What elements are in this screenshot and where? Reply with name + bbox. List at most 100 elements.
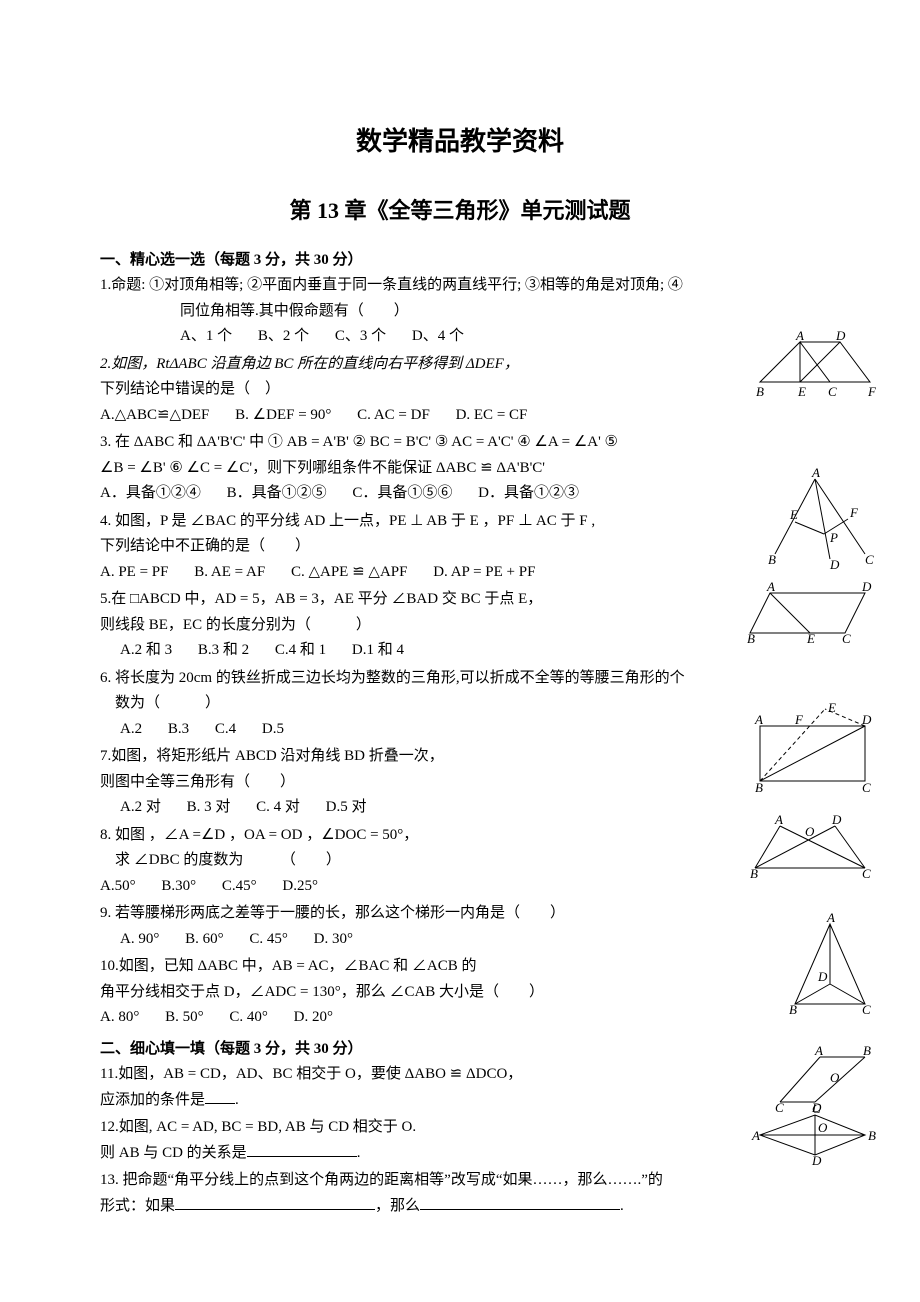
q4-opt-b: B. AE = AF [194,564,265,580]
q5-opt-d: D.1 和 4 [352,642,404,658]
q13-blank2 [420,1194,620,1210]
svg-text:C: C [842,631,851,646]
q9-options: A. 90° B. 60° C. 45° D. 30° [100,927,820,953]
q7-opt-d: D.5 对 [326,799,367,815]
q12-line1: 12.如图, AC = AD, BC = BD, AB 与 CD 相交于 O. [100,1115,820,1141]
question-13: 13. 把命题“角平分线上的点到这个角两边的距离相等”改写成“如果……，那么……… [100,1168,820,1219]
svg-text:B: B [768,552,776,567]
svg-text:E: E [797,384,806,399]
svg-text:D: D [835,328,846,343]
q1-opt-d: D、4 个 [412,328,464,344]
q6-opt-b: B.3 [168,721,189,737]
q7-opt-c: C. 4 对 [256,799,300,815]
svg-text:B: B [750,866,758,881]
question-5: AD BEC 5.在 □ABCD 中，AD = 5，AB = 3，AE 平分 ∠… [100,587,820,664]
q7-line2: 则图中全等三角形有（ ） [100,770,820,796]
question-8: AD O BC 8. 如图 ，∠A =∠D ，OA = OD ，∠DOC = 5… [100,823,820,900]
question-1: 1.命题: ①对顶角相等; ②平面内垂直于同一条直线的两直线平行; ③相等的角是… [100,273,820,350]
svg-text:C: C [862,1002,871,1017]
q4-opt-a: A. PE = PF [100,564,168,580]
q7-options: A.2 对 B. 3 对 C. 4 对 D.5 对 [100,795,820,821]
q3-opt-c: C．具备①⑤⑥ [352,485,452,501]
q6-opt-a: A.2 [120,721,142,737]
q7-diagram: AFD E BC [750,704,880,799]
q7-line1: 7.如图，将矩形纸片 ABCD 沿对角线 BD 折叠一次， [100,744,820,770]
question-7: AFD E BC 7.如图，将矩形纸片 ABCD 沿对角线 BD 折叠一次， 则… [100,744,820,821]
q3-line2: ∠B = ∠B' ⑥ ∠C = ∠C'，则下列哪组条件不能保证 ΔABC ≌ Δ… [100,456,820,482]
q10-opt-c: C. 40° [229,1009,268,1025]
q12-line2: 则 AB 与 CD 的关系是. [100,1141,820,1167]
svg-text:B: B [789,1002,797,1017]
q8-options: A.50° B.30° C.45° D.25° [100,874,820,900]
q5-opt-a: A.2 和 3 [120,642,172,658]
q9-line1: 9. 若等腰梯形两底之差等于一腰的长，那么这个梯形一内角是（ ） [100,901,820,927]
question-3: 3. 在 ΔABC 和 ΔA'B'C' 中 ① AB = A'B' ② BC =… [100,430,820,507]
svg-text:B: B [747,631,755,646]
q4-opt-c: C. △APE ≌ △APF [291,564,408,580]
q10-line2: 角平分线相交于点 D，∠ADC = 130°，那么 ∠CAB 大小是（ ） [100,980,820,1006]
q5-line2: 则线段 BE，EC 的长度分别为（ ） [100,613,820,639]
q4-line1: 4. 如图，P 是 ∠BAC 的平分线 AD 上一点，PE ⊥ AB 于 E ，… [100,509,820,535]
svg-text:E: E [789,507,798,522]
q10-line1: 10.如图，已知 ΔABC 中，AB = AC，∠BAC 和 ∠ACB 的 [100,954,820,980]
svg-text:A: A [766,579,775,594]
question-6: 6. 将长度为 20cm 的铁丝折成三边长均为整数的三角形,可以折成不全等的等腰… [100,666,820,743]
question-9: 9. 若等腰梯形两底之差等于一腰的长，那么这个梯形一内角是（ ） A. 90° … [100,901,820,952]
q11-line1: 11.如图，AB = CD，AD、BC 相交于 O，要使 ΔABO ≌ ΔDCO… [100,1062,820,1088]
q6-line2: 数为（ ） [100,691,820,717]
q5-diagram: AD BEC [745,585,880,655]
svg-text:E: E [806,631,815,646]
q10-diagram: A D BC [780,919,880,1029]
q8-opt-a: A.50° [100,878,136,894]
q12-diagram: AB CD O [750,1110,880,1175]
q8-line2: 求 ∠DBC 的度数为 （ ） [100,848,820,874]
q8-opt-d: D.25° [282,878,318,894]
q13-blank1 [175,1194,375,1210]
q1-opt-b: B、2 个 [258,328,309,344]
q6-line1: 6. 将长度为 20cm 的铁丝折成三边长均为整数的三角形,可以折成不全等的等腰… [100,666,820,692]
q8-opt-c: C.45° [222,878,257,894]
q11-line2: 应添加的条件是. [100,1088,820,1114]
q5-line1: 5.在 □ABCD 中，AD = 5，AB = 3，AE 平分 ∠BAD 交 B… [100,587,820,613]
svg-text:F: F [794,712,804,727]
q1-options: A、1 个 B、2 个 C、3 个 D、4 个 [100,324,820,350]
q8-line1: 8. 如图 ，∠A =∠D ，OA = OD ，∠DOC = 50°， [100,823,820,849]
q8-opt-b: B.30° [161,878,196,894]
q6-opt-d: D.5 [262,721,284,737]
svg-text:D: D [811,1153,822,1168]
q4-line2: 下列结论中不正确的是（ ） [100,534,820,560]
svg-text:E: E [827,700,836,715]
svg-text:O: O [805,824,815,839]
svg-text:D: D [831,812,842,827]
q9-opt-b: B. 60° [185,931,224,947]
q1-line2: 同位角相等.其中假命题有（ ） [100,299,820,325]
svg-text:D: D [829,557,840,572]
q9-opt-c: C. 45° [249,931,288,947]
q9-opt-d: D. 30° [314,931,353,947]
question-4: A EF P BDC 4. 如图，P 是 ∠BAC 的平分线 AD 上一点，PE… [100,509,820,586]
svg-text:A: A [811,465,820,480]
sub-title: 第 13 章《全等三角形》单元测试题 [100,192,820,229]
svg-text:C: C [862,866,871,881]
q4-opt-d: D. AP = PE + PF [433,564,535,580]
q6-options: A.2 B.3 C.4 D.5 [100,717,820,743]
svg-text:P: P [829,530,838,545]
svg-text:F: F [867,384,877,399]
q3-opt-b: B．具备①②⑤ [227,485,327,501]
q2-options: A.△ABC≌△DEF B. ∠DEF = 90° C. AC = DF D. … [100,403,820,429]
q5-options: A.2 和 3 B.3 和 2 C.4 和 1 D.1 和 4 [100,638,820,664]
q8-diagram: AD O BC [745,818,880,888]
q4-diagram: A EF P BDC [760,474,880,579]
svg-text:A: A [826,910,835,925]
question-10: A D BC 10.如图，已知 ΔABC 中，AB = AC，∠BAC 和 ∠A… [100,954,820,1031]
svg-text:C: C [865,552,874,567]
svg-text:B: B [863,1043,871,1058]
q10-opt-b: B. 50° [165,1009,204,1025]
q1-opt-c: C、3 个 [335,328,386,344]
q10-opt-d: D. 20° [294,1009,333,1025]
svg-text:C: C [828,384,837,399]
q2-opt-a: A.△ABC≌△DEF [100,407,209,423]
main-title: 数学精品教学资料 [100,120,820,164]
svg-text:A: A [751,1128,760,1143]
q11-blank [205,1088,235,1104]
